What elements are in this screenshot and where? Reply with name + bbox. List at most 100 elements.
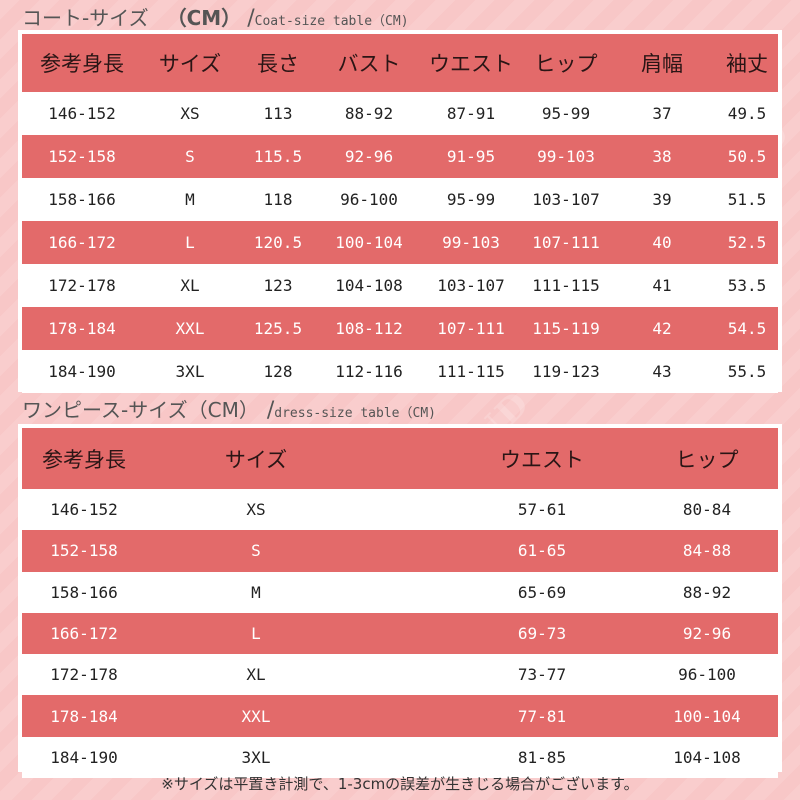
coat-table-cell: 87-91	[446, 104, 496, 123]
dress-table-cell: 69-73	[517, 624, 567, 644]
dress-table-cell: XL	[246, 665, 266, 685]
coat-table-cell: XS	[180, 104, 200, 123]
dress-table-cell: 81-85	[517, 747, 567, 767]
coat-table-cell: 41	[652, 276, 672, 295]
dress-table-cell: 73-77	[517, 665, 567, 685]
coat-column-header: 参考身長	[40, 52, 124, 76]
coat-table-cell: 184-190	[48, 362, 116, 381]
coat-table-cell: 53.5	[727, 276, 767, 295]
dress-table-cell: 96-100	[678, 665, 736, 685]
dress-heading-slash: /	[266, 398, 275, 423]
coat-table-cell: M	[185, 190, 195, 209]
coat-heading-en: Coat-size table（CM)	[254, 14, 409, 29]
coat-table-cell: 118	[263, 190, 293, 209]
coat-table-row: 178-184 XXL 125.5 108-112 107-111 115-119 42 54…	[22, 307, 778, 350]
coat-column-header: バスト	[337, 52, 401, 76]
coat-table-cell: 99-103	[442, 233, 500, 252]
dress-column-header: ウエスト	[500, 447, 584, 472]
coat-table-cell: L	[185, 233, 195, 252]
dress-column-header: サイズ	[224, 447, 288, 472]
dress-table-row: 184-190 3XL 81-85 104-108	[22, 736, 778, 779]
dress-table-cell: 100-104	[673, 706, 741, 726]
coat-table-cell: 42	[652, 319, 672, 338]
coat-table-cell: XL	[180, 276, 200, 295]
coat-table-cell: 115-119	[532, 319, 600, 338]
coat-table-cell: 146-152	[48, 104, 116, 123]
dress-table-cell: 65-69	[517, 582, 567, 602]
coat-table-cell: 55.5	[727, 362, 767, 381]
coat-table-cell: 111-115	[437, 362, 505, 381]
coat-table-cell: 49.5	[727, 104, 767, 123]
coat-table-cell: 38	[652, 147, 672, 166]
coat-table-cell: 52.5	[727, 233, 767, 252]
coat-table-cell: 37	[652, 104, 672, 123]
dress-heading-jp: ワンピース-サイズ（CM）	[22, 398, 259, 422]
coat-heading-slash: /	[247, 6, 255, 31]
dress-table-cell: 61-65	[517, 541, 567, 561]
coat-table-cell: 166-172	[48, 233, 116, 252]
dress-column-header: 参考身長	[42, 447, 126, 472]
coat-table-cell: 54.5	[727, 319, 767, 338]
dress-table-row: 146-152 XS 57-61 80-84	[22, 489, 778, 531]
coat-table-cell: 108-112	[335, 319, 403, 338]
dress-table-cell: 158-166	[50, 582, 118, 602]
coat-column-header: 肩幅	[641, 52, 683, 76]
coat-table-row: 166-172 L 120.5 100-104 99-103 107-111 40 52.5	[22, 221, 778, 264]
coat-table-cell: 92-96	[344, 147, 394, 166]
dress-table-row: 166-172 L 69-73 92-96	[22, 612, 778, 655]
dress-header-row: 参考身長 サイズ ウエスト ヒップ	[22, 428, 778, 489]
coat-column-header: 長さ	[257, 52, 299, 76]
dress-table-cell: 57-61	[517, 500, 567, 520]
coat-table-cell: XXL	[175, 319, 205, 338]
coat-column-header: 袖丈	[726, 52, 768, 76]
coat-header-row: 参考身長 サイズ 長さ バスト ウエスト ヒップ 肩幅 袖丈	[22, 34, 778, 92]
coat-table-row: 184-190 3XL 128 112-116 111-115 119-123 43 55.5	[22, 350, 778, 393]
coat-column-header: ウエスト	[429, 52, 513, 76]
coat-table-cell: 51.5	[727, 190, 767, 209]
coat-table-cell: 43	[652, 362, 672, 381]
coat-table-cell: 99-103	[537, 147, 595, 166]
dress-size-heading: ワンピース-サイズ（CM） /dress-size table（CM)	[22, 395, 436, 425]
dress-size-table: 参考身長 サイズ ウエスト ヒップ 146-152 XS 57-61 80-84 152-158…	[18, 424, 782, 779]
coat-column-header: サイズ	[158, 52, 222, 76]
coat-table-cell: 128	[263, 362, 293, 381]
dress-table-cell: XXL	[241, 706, 271, 726]
dress-table-cell: XS	[246, 500, 266, 520]
dress-table-cell: 84-88	[682, 541, 732, 561]
dress-table-cell: S	[251, 541, 261, 561]
coat-table-cell: 113	[263, 104, 293, 123]
coat-table-cell: 112-116	[335, 362, 403, 381]
dress-table-cell: 146-152	[50, 500, 118, 520]
coat-table-cell: 95-99	[446, 190, 496, 209]
dress-table-cell: 104-108	[673, 747, 741, 767]
coat-table-cell: 40	[652, 233, 672, 252]
coat-column-header: ヒップ	[534, 52, 598, 76]
dress-table-row: 158-166 M 65-69 88-92	[22, 571, 778, 613]
coat-table-cell: 95-99	[541, 104, 591, 123]
coat-table-cell: 152-158	[48, 147, 116, 166]
dress-table-cell: 172-178	[50, 665, 118, 685]
coat-table-cell: 100-104	[335, 233, 403, 252]
dress-table-cell: 88-92	[682, 582, 732, 602]
coat-table-cell: 88-92	[344, 104, 394, 123]
dress-table-cell: 92-96	[682, 624, 732, 644]
coat-table-cell: 172-178	[48, 276, 116, 295]
coat-table-cell: 96-100	[340, 190, 398, 209]
coat-table-cell: 111-115	[532, 276, 600, 295]
coat-table-cell: 115.5	[253, 147, 303, 166]
coat-table-cell: 120.5	[253, 233, 303, 252]
dress-table-cell: 3XL	[241, 747, 271, 767]
measurement-footnote: ※サイズは平置き計測で、1-3cmの誤差が生きじる場合がございます。	[161, 775, 639, 793]
dress-table-cell: 77-81	[517, 706, 567, 726]
coat-table-cell: 158-166	[48, 190, 116, 209]
dress-column-header: ヒップ	[675, 447, 739, 472]
coat-size-table: 参考身長 サイズ 長さ バスト ウエスト ヒップ 肩幅 袖丈 146-152 XS 113 88-92…	[18, 30, 782, 393]
coat-table-cell: 123	[263, 276, 293, 295]
coat-table-cell: 107-111	[437, 319, 505, 338]
dress-table-cell: 166-172	[50, 624, 118, 644]
dress-table-cell: 184-190	[50, 747, 118, 767]
coat-table-cell: 91-95	[446, 147, 496, 166]
coat-table-cell: 119-123	[532, 362, 600, 381]
coat-table-row: 158-166 M 118 96-100 95-99 103-107 39 51.5	[22, 178, 778, 221]
dress-table-cell: 178-184	[50, 706, 118, 726]
